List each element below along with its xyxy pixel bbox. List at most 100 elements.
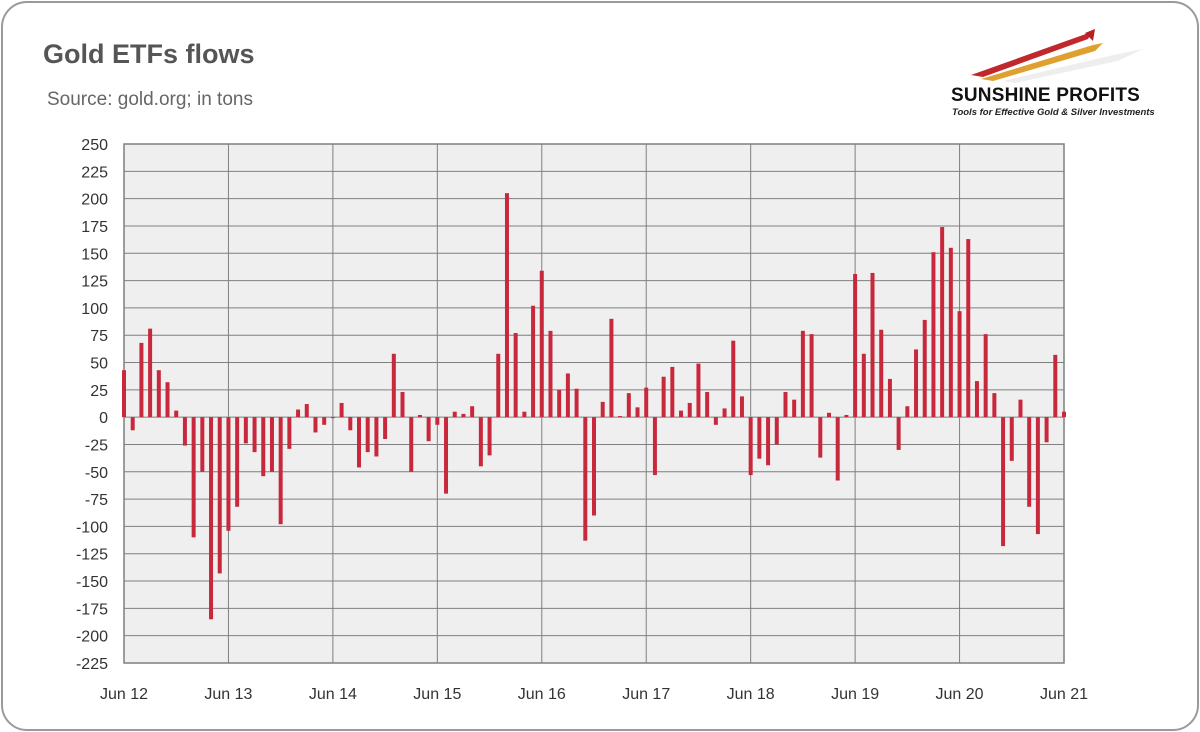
- bar: [983, 334, 988, 418]
- bar: [209, 417, 214, 620]
- bar: [426, 417, 431, 442]
- bar: [374, 417, 379, 457]
- bar: [1035, 417, 1040, 535]
- plot-area: [124, 144, 1064, 663]
- bar: [1053, 354, 1058, 418]
- x-tick-label: Jun 16: [518, 686, 566, 703]
- bar: [1027, 417, 1032, 507]
- bar: [835, 417, 840, 481]
- bar: [243, 417, 248, 444]
- x-tick-label: Jun 15: [413, 686, 461, 703]
- bar: [217, 417, 222, 574]
- bar: [191, 417, 196, 538]
- bar: [1018, 399, 1023, 418]
- bar: [809, 334, 814, 418]
- bar: [174, 410, 179, 418]
- bar: [870, 272, 875, 418]
- bar: [487, 417, 492, 456]
- bar: [722, 408, 727, 418]
- bar: [296, 409, 301, 418]
- bar: [861, 353, 866, 418]
- bar: [130, 417, 135, 431]
- bar: [600, 401, 605, 418]
- bar: [417, 414, 422, 418]
- bar: [757, 417, 762, 459]
- y-tick-label: 50: [90, 356, 108, 373]
- bar: [148, 328, 153, 418]
- y-tick-label: -125: [76, 547, 108, 564]
- bar: [609, 318, 614, 418]
- bar: [548, 330, 553, 418]
- bar: [766, 417, 771, 466]
- chart-title: Gold ETFs flows: [43, 39, 255, 69]
- y-tick-label: 250: [81, 137, 108, 154]
- bar: [748, 417, 753, 476]
- bar: [461, 413, 466, 418]
- bar: [269, 417, 274, 472]
- bar: [278, 417, 283, 525]
- y-tick-label: -225: [76, 656, 108, 673]
- x-tick-label: Jun 17: [622, 686, 670, 703]
- bar: [914, 349, 919, 418]
- y-tick-label: 175: [81, 219, 108, 236]
- bar: [992, 393, 997, 418]
- bar: [957, 311, 962, 418]
- bar: [539, 270, 544, 418]
- bar: [705, 392, 710, 418]
- bar: [391, 353, 396, 418]
- bar: [435, 417, 440, 425]
- bar: [853, 274, 858, 418]
- bar: [879, 329, 884, 418]
- bar: [713, 417, 718, 425]
- logo-brand-text: SUNSHINE PROFITS: [951, 85, 1140, 106]
- bar: [252, 417, 257, 453]
- bar: [496, 353, 501, 418]
- bar: [165, 382, 170, 418]
- bar: [966, 239, 971, 418]
- y-tick-label: -75: [85, 492, 108, 509]
- bar: [139, 342, 144, 418]
- logo-swoosh-icon: [971, 29, 1143, 83]
- bar: [887, 378, 892, 418]
- bar: [182, 417, 187, 446]
- bar: [644, 387, 649, 418]
- bar: [470, 406, 475, 418]
- bar: [592, 417, 596, 516]
- bar: [931, 252, 936, 418]
- bar: [478, 417, 483, 467]
- bar: [618, 416, 623, 418]
- bar: [827, 412, 831, 418]
- bar: [557, 389, 562, 418]
- bar: [940, 227, 945, 418]
- bar: [339, 402, 344, 418]
- bar: [565, 373, 570, 418]
- y-tick-label: -175: [76, 601, 108, 618]
- bar: [226, 417, 231, 531]
- bar: [696, 363, 701, 418]
- bar: [818, 417, 823, 458]
- bar: [400, 392, 405, 418]
- bar: [444, 417, 449, 494]
- bar: [974, 381, 979, 418]
- sunshine-profits-logo: SUNSHINE PROFITS Tools for Effective Gol…: [943, 21, 1188, 126]
- bar: [652, 417, 657, 476]
- bar: [200, 417, 205, 472]
- bar: [156, 370, 161, 418]
- y-tick-label: 150: [81, 246, 108, 263]
- x-tick-label: Jun 21: [1040, 686, 1088, 703]
- y-tick-label: -150: [76, 574, 108, 591]
- y-tick-label: -50: [85, 465, 108, 482]
- bar: [504, 193, 509, 418]
- bar: [739, 396, 744, 418]
- x-tick-label: Jun 18: [727, 686, 775, 703]
- y-tick-label: 125: [81, 274, 108, 291]
- y-tick-label: 0: [99, 410, 108, 427]
- bar: [531, 305, 536, 418]
- y-tick-label: -200: [76, 629, 108, 646]
- y-tick-label: 225: [81, 164, 108, 181]
- bar: [383, 417, 388, 440]
- y-tick-label: 25: [90, 383, 108, 400]
- bar-chart: 2502252001751501251007550250-25-50-75-10…: [76, 137, 1088, 703]
- bar: [687, 402, 692, 418]
